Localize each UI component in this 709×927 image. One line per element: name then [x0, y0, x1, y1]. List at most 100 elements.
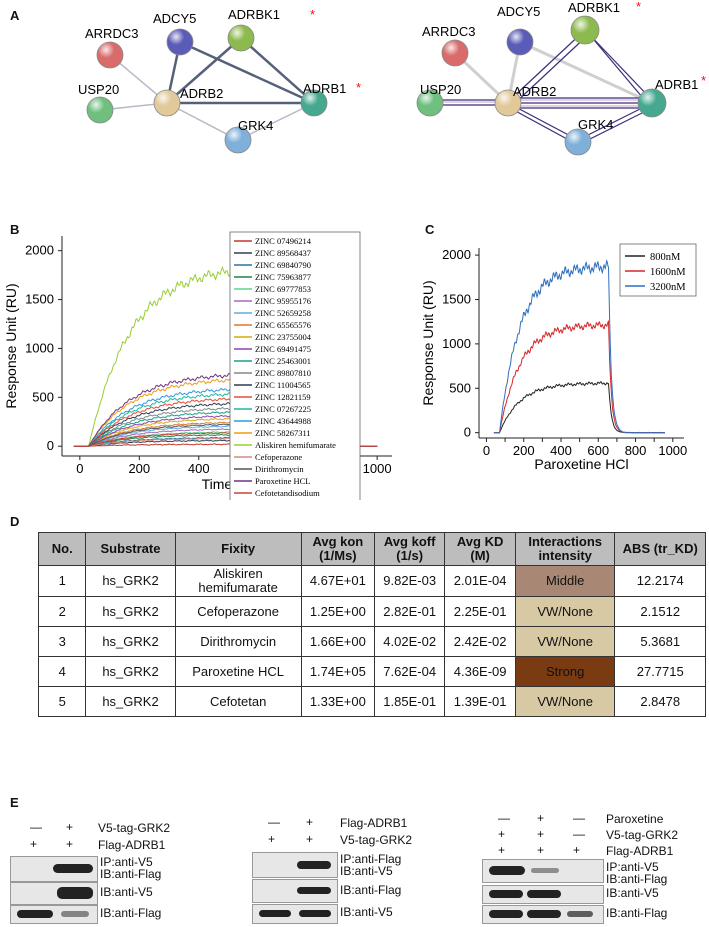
node-adrb2-right — [494, 89, 522, 117]
chart-c-xlabel: Paroxetine HCl — [534, 456, 628, 472]
cell-no: 5 — [37, 686, 87, 717]
wb-mid-r2-sign-0: + — [268, 832, 276, 846]
wb-mid-blot-1 — [252, 852, 338, 878]
cell-kd: 2.25E-01 — [444, 596, 516, 627]
panel-label-c: C — [425, 222, 435, 237]
label-usp20-right: USP20 — [420, 82, 461, 97]
wb-right-r2-sign-0: + — [498, 827, 506, 841]
cell-fixity: Dirithromycin — [174, 626, 302, 657]
label-adrb1-left: ADRB1 — [303, 81, 346, 96]
chart-c: 0 200 400 600 800 1000 0 500 1000 1500 2000 Paroxet… — [420, 243, 697, 472]
chart-b-legend-label: ZINC 89568437 — [255, 248, 311, 258]
wb-right-r2-label: V5-tag-GRK2 — [606, 828, 679, 842]
cell-kd: 1.39E-01 — [444, 686, 516, 717]
wb-right-blot-3-label: IB:anti-Flag — [606, 906, 668, 920]
chart-b-legend-label: ZINC 69491475 — [255, 344, 311, 354]
chart-b: 020040060080010000500100015002000Time (s… — [3, 231, 392, 500]
header-no: No. — [37, 532, 87, 566]
table-row: 5 hs_GRK2 Cefotetan 1.33E+00 1.85E-01 1.39E-0… — [37, 686, 706, 717]
label-adrbk1-left: ADRBK1 — [228, 7, 280, 22]
chart-b-legend-label: Aliskiren hemifumarate — [255, 440, 336, 450]
label-adrb1-right: ADRB1 — [655, 77, 698, 92]
wb-right-r3-sign-1: + — [537, 843, 545, 857]
chart-c-ytick-label: 1500 — [442, 291, 471, 306]
node-adrb1-left — [300, 89, 328, 117]
cell-fixity: Cefotetan — [174, 686, 302, 717]
chart-b-xtick-label: 0 — [76, 461, 83, 476]
node-usp20-left — [86, 96, 114, 124]
chart-b-legend-label: ZINC 58267311 — [255, 428, 311, 438]
chart-b-legend-label: Dirithromycin — [255, 464, 304, 474]
wb-left-blot-1-label-b: IB:anti-Flag — [100, 867, 162, 881]
cell-no: 2 — [37, 596, 87, 627]
cell-koff: 4.02E-02 — [373, 626, 446, 657]
wb-right-r3-sign-0: + — [498, 843, 506, 857]
wb-mid-blot-2-label: IB:anti-Flag — [340, 883, 402, 897]
cell-kon: 1.33E+00 — [300, 686, 375, 717]
wb-right-blot-1 — [482, 859, 604, 883]
chart-c-legend-label: 1600nM — [650, 267, 686, 278]
chart-b-legend-label: ZINC 69840790 — [255, 260, 311, 270]
star-adrb1-right: * — [701, 73, 706, 88]
chart-b-legend-label: ZINC 95955176 — [255, 296, 311, 306]
table-header-row: No. Substrate Fixity Avg kon (1/Ms) Avg … — [37, 532, 706, 566]
chart-b-ytick-label: 500 — [32, 389, 54, 404]
label-usp20-left: USP20 — [78, 82, 119, 97]
cell-kd: 4.36E-09 — [444, 656, 516, 687]
wb-mid-r2-label: V5-tag-GRK2 — [340, 833, 413, 847]
wb-right-r1-sign-0: — — [498, 811, 510, 825]
chart-c-ytick-label: 1000 — [442, 336, 471, 351]
chart-b-xtick-label: 1000 — [363, 461, 392, 476]
node-arrdc3-left — [96, 41, 124, 69]
cell-abs: 12.2174 — [614, 565, 706, 597]
label-arrdc3-left: ARRDC3 — [85, 26, 138, 41]
wb-right-r1-sign-2: — — [573, 811, 585, 825]
wb-left-r2-sign-1: + — [66, 837, 74, 851]
label-adcy5-right: ADCY5 — [497, 4, 540, 19]
chart-c-series-line — [493, 319, 665, 434]
chart-b-legend-label: Cefotetandisodium — [255, 488, 320, 498]
header-fixity: Fixity — [174, 532, 302, 566]
chart-c-ytick-label: 2000 — [442, 247, 471, 262]
wb-left-blot-2 — [10, 882, 98, 905]
chart-b-legend-label: ZINC 25463001 — [255, 356, 311, 366]
star-adrbk1-right: * — [636, 0, 641, 14]
cell-koff: 1.85E-01 — [373, 686, 446, 717]
chart-b-legend-label: ZINC 52659258 — [255, 308, 311, 318]
wb-left-r1-sign-0: — — [30, 820, 42, 834]
header-intensity: Interactions intensity — [514, 532, 616, 566]
label-adcy5-left: ADCY5 — [153, 11, 196, 26]
node-adcy5-right — [506, 28, 534, 56]
chart-c-ytick-label: 500 — [449, 380, 471, 395]
wb-mid-blot-2 — [252, 879, 338, 903]
cell-kon: 1.74E+05 — [300, 656, 375, 687]
chart-c-legend-label: 3200nM — [650, 282, 686, 293]
chart-c-xtick-label: 1000 — [658, 443, 687, 458]
chart-b-legend-label: ZINC 11004565 — [255, 380, 311, 390]
wb-left-blot-2-label: IB:anti-V5 — [100, 885, 153, 899]
wb-right-r2-sign-1: + — [537, 827, 545, 841]
wb-right-blot-2-label: IB:anti-V5 — [606, 886, 659, 900]
chart-b-legend-label: ZINC 65565576 — [255, 320, 311, 330]
chart-c-ytick-label: 0 — [464, 425, 471, 440]
node-adrb1-right — [637, 88, 667, 118]
wb-right-blot-1-label-b: IB:anti-Flag — [606, 872, 668, 886]
cell-fixity: Cefoperazone — [174, 596, 302, 627]
wb-mid-blot-3-label: IB:anti-V5 — [340, 905, 393, 919]
wb-left-blot-1-label-a: IP:anti-V5 — [100, 855, 153, 869]
wb-mid-r1-sign-1: + — [306, 815, 314, 829]
label-grk4-right: GRK4 — [578, 117, 613, 132]
panel-label-e: E — [10, 795, 19, 810]
wb-mid-blot-1-label-b: IB:anti-V5 — [340, 864, 393, 878]
wb-left-blot-3-label: IB:anti-Flag — [100, 906, 162, 920]
cell-intensity: VW/None — [514, 686, 616, 717]
chart-c-series-line — [493, 259, 665, 434]
wb-right-r3-sign-2: + — [573, 843, 581, 857]
wb-mid-r1-label: Flag-ADRB1 — [340, 816, 408, 830]
panel-label-d: D — [10, 514, 20, 529]
label-adrb2-right: ADRB2 — [513, 84, 556, 99]
header-abs: ABS (tr_KD) — [614, 532, 706, 566]
node-adrbk1-right — [570, 15, 600, 45]
node-usp20-right — [416, 89, 444, 117]
cell-koff: 2.82E-01 — [373, 596, 446, 627]
